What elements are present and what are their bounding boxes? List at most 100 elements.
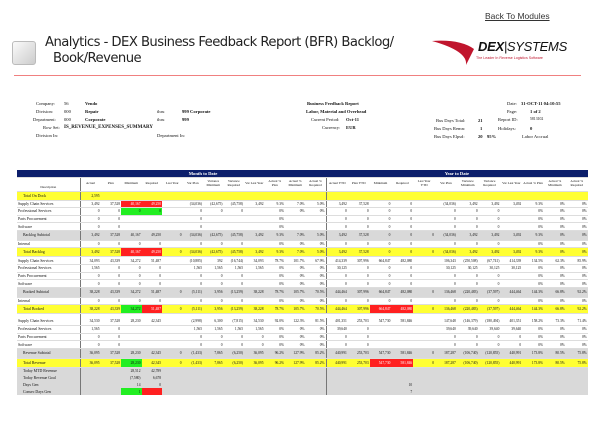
- title-line-2: Book/Revenue: [53, 51, 142, 66]
- table-cell: 0: [121, 207, 142, 216]
- table-cell: [285, 367, 306, 375]
- table-cell: [500, 191, 523, 201]
- table-cell: 3,492: [80, 230, 101, 241]
- table-cell: 0: [369, 240, 392, 249]
- table-cell: 0%: [522, 272, 544, 281]
- table-cell: [162, 381, 183, 389]
- date-label: Date:: [507, 101, 517, 106]
- table-cell: 80.5%: [544, 358, 566, 368]
- table-cell: (1,433): [182, 348, 203, 359]
- table-cell: 0%: [522, 325, 544, 334]
- table-cell: 0: [182, 279, 203, 288]
- table-cell: 0: [100, 207, 121, 216]
- table-cell: 96.2%: [264, 358, 285, 368]
- table-cell: [369, 381, 392, 389]
- table-cell: 0%: [305, 240, 327, 249]
- table-cell: [203, 381, 224, 389]
- table-cell: 0: [244, 340, 265, 349]
- table-cell: 3,492: [80, 247, 101, 258]
- row-description: Booked Subtotal: [17, 287, 81, 298]
- table-cell: [162, 279, 183, 288]
- company-code: 56: [64, 101, 69, 106]
- table-cell: [162, 215, 183, 224]
- table-cell: (220,483): [456, 287, 479, 298]
- period-value: Oct-11: [346, 117, 360, 122]
- table-cell: 78.7%: [264, 304, 285, 315]
- mtd-column-header: Actual % Plan: [264, 177, 285, 192]
- table-cell: [544, 367, 566, 375]
- table-cell: 30,125: [500, 264, 523, 273]
- row-description: Internal: [17, 297, 81, 306]
- table-cell: 73.3%: [544, 317, 566, 327]
- row-description: Software: [17, 340, 81, 349]
- table-cell: 3,492: [456, 247, 479, 258]
- table-cell: [223, 222, 244, 231]
- table-cell: 1,565: [223, 264, 244, 273]
- table-cell: 3,492: [478, 230, 501, 241]
- table-cell: 0: [223, 333, 244, 342]
- table-cell: 0: [182, 215, 203, 224]
- row-description: Supply Chain Services: [17, 200, 81, 209]
- table-cell: [285, 374, 306, 382]
- table-cell: [413, 381, 436, 389]
- table-cell: [565, 388, 588, 396]
- table-cell: [522, 191, 544, 201]
- table-cell: 37,528: [100, 230, 121, 241]
- row-description: Professional Services: [17, 264, 81, 273]
- table-cell: 414,339: [500, 256, 523, 266]
- table-cell: 36,095: [244, 348, 265, 359]
- table-cell: 664,847: [369, 256, 392, 266]
- spacer-row: [17, 313, 588, 318]
- table-cell: 482,080: [391, 256, 414, 266]
- table-cell: [162, 272, 183, 281]
- table-cell: 0: [325, 222, 348, 231]
- table-cell: [435, 381, 457, 389]
- table-cell: [100, 388, 121, 396]
- table-cell: 0: [391, 240, 414, 249]
- table-cell: (42,675): [203, 247, 224, 258]
- table-cell: 81.5%: [305, 317, 327, 327]
- table-row: Parts Procurement 0 0 0 0% 0 0 0 0 0 0 0 0% 0% 0%: [17, 215, 588, 224]
- table-cell: [244, 374, 265, 382]
- table-cell: 0: [325, 340, 348, 349]
- table-cell: (16,744): [223, 256, 244, 266]
- row-description: Total On Dock: [17, 191, 81, 201]
- table-cell: 51,487: [141, 287, 162, 298]
- table-cell: [182, 191, 203, 201]
- table-cell: 0%: [565, 200, 588, 209]
- table-cell: 0%: [305, 333, 327, 342]
- table-cell: 34,530: [80, 317, 101, 327]
- table-cell: (106,740): [456, 358, 479, 368]
- table-cell: [162, 367, 183, 375]
- table-cell: [435, 191, 457, 201]
- table-cell: [244, 367, 265, 375]
- table-cell: 62.3%: [544, 256, 566, 266]
- back-to-modules-link[interactable]: Back To Modules: [485, 11, 550, 21]
- table-cell: 66.8%: [544, 304, 566, 315]
- labor-accrual-label: Labor Accrual: [522, 134, 549, 139]
- table-cell: 0%: [522, 279, 544, 288]
- table-cell: 3,492: [80, 200, 101, 209]
- table-cell: 0: [203, 207, 224, 216]
- table-cell: 105.7%: [285, 287, 306, 298]
- table-cell: (250,508): [456, 256, 479, 266]
- table-cell: 581,846: [391, 348, 414, 359]
- table-cell: 7,865: [203, 348, 224, 359]
- ytd-column-header: Plan YTD: [347, 177, 370, 192]
- table-cell: 0%: [522, 264, 544, 273]
- table-cell: [141, 333, 162, 342]
- table-cell: [500, 207, 523, 216]
- table-cell: (7,815): [223, 317, 244, 327]
- table-cell: (45,758): [223, 247, 244, 258]
- table-cell: 0%: [565, 333, 588, 342]
- table-cell: 85.2%: [305, 348, 327, 359]
- table-cell: [264, 191, 285, 201]
- table-cell: 38,228: [80, 287, 101, 298]
- table-cell: 0: [80, 215, 101, 224]
- table-row: Total Backlog 3,492 37,528 40,167 49,250 0 (34…: [17, 247, 588, 258]
- table-cell: 51,487: [141, 304, 162, 315]
- table-cell: [456, 367, 479, 375]
- table-cell: 0: [435, 297, 457, 306]
- table-cell: 34,272: [121, 256, 142, 266]
- table-row: Software 0 0 0 0 0 0 0% 0% 0% 0 0 0 0 0 0 0% 0% 0%: [17, 340, 588, 349]
